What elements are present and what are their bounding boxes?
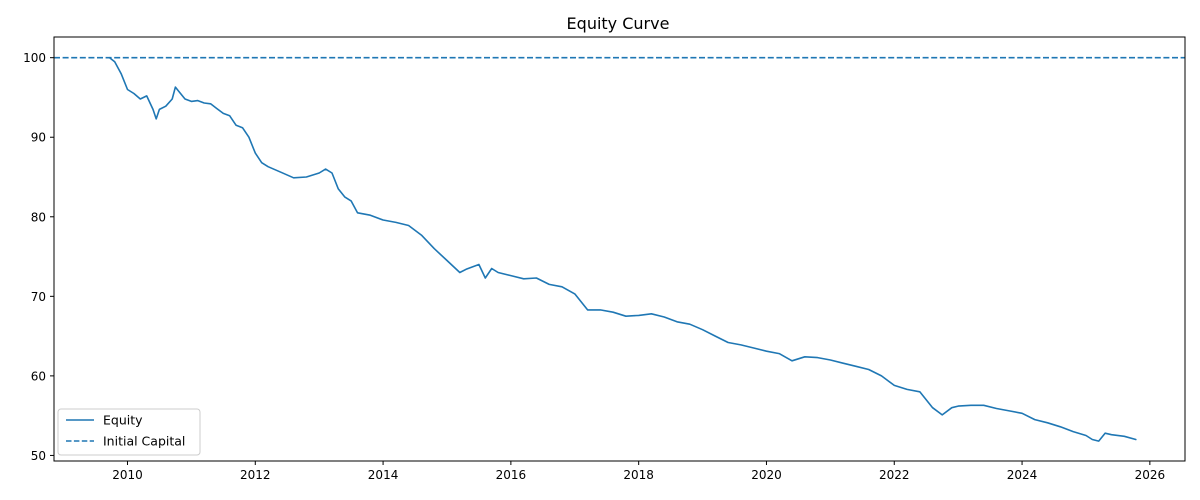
y-tick-label: 90	[31, 131, 46, 145]
plot-area	[54, 56, 1185, 442]
y-tick-label: 60	[31, 369, 46, 383]
x-tick-label: 2010	[112, 468, 143, 482]
x-tick-label: 2012	[240, 468, 271, 482]
legend-label-initial-capital: Initial Capital	[103, 434, 185, 449]
x-tick-label: 2022	[879, 468, 910, 482]
y-tick-label: 100	[23, 51, 46, 65]
equity-line	[108, 56, 1137, 442]
x-tick-label: 2018	[623, 468, 654, 482]
x-tick-label: 2014	[368, 468, 399, 482]
y-tick-label: 70	[31, 290, 46, 304]
x-tick-label: 2020	[751, 468, 782, 482]
y-tick-label: 80	[31, 210, 46, 224]
plot-frame	[53, 36, 1186, 462]
x-tick-label: 2024	[1007, 468, 1038, 482]
legend-label-equity: Equity	[103, 413, 143, 428]
x-tick-label: 2026	[1135, 468, 1166, 482]
x-tick-label: 2016	[496, 468, 527, 482]
chart-title: Equity Curve	[567, 14, 670, 33]
y-tick-label: 50	[31, 449, 46, 463]
axes: 2010 2012 2014 2016 2018 2020 2022 2024 2026 50 60…	[23, 51, 1165, 482]
legend: Equity Initial Capital	[57, 408, 201, 456]
